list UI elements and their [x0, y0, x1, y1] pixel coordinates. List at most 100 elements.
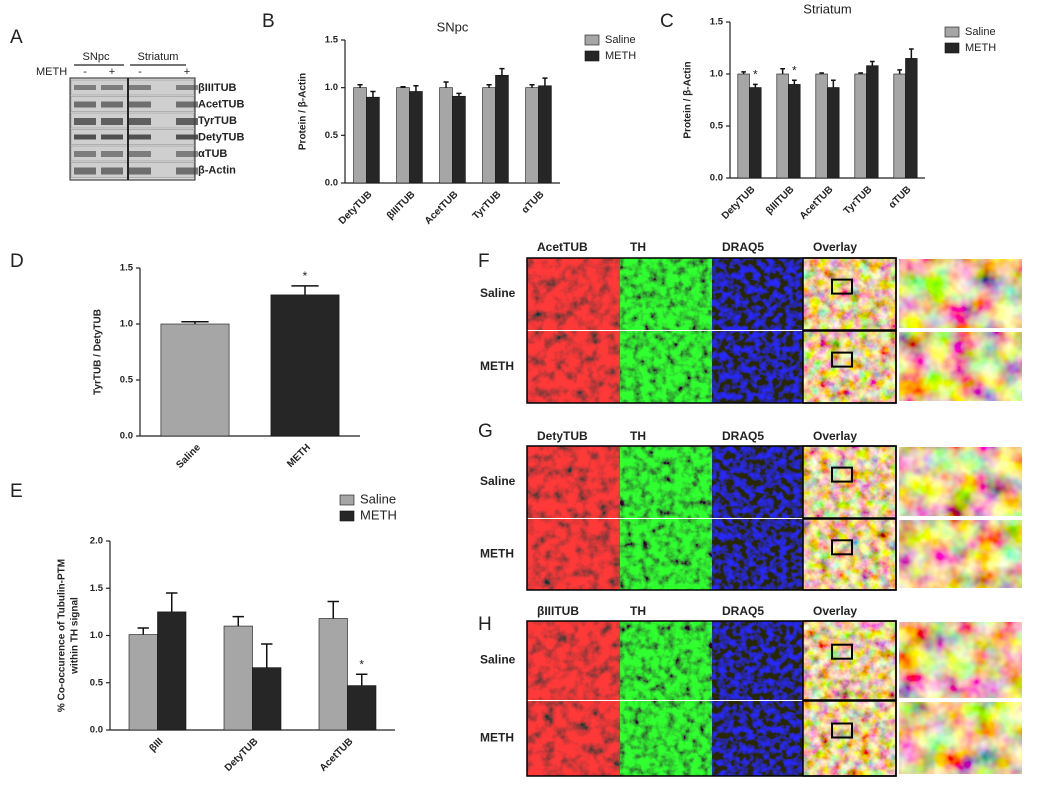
- bar: [160, 323, 230, 437]
- bar: [439, 87, 453, 184]
- bar: [749, 87, 762, 179]
- y-tick-label: 0.5: [90, 677, 104, 688]
- micrograph: [712, 258, 803, 330]
- panel-label: E: [10, 481, 23, 502]
- error-bar: [137, 627, 149, 635]
- error-bar: [400, 85, 406, 88]
- blot-group: SNpc: [83, 51, 110, 63]
- error-bar: [831, 79, 836, 88]
- band: [129, 85, 151, 90]
- panel-label: H: [478, 614, 492, 635]
- significance: *: [792, 63, 797, 77]
- legend-label: Saline: [360, 491, 396, 506]
- band: [74, 151, 96, 157]
- band-label: AcetTUB: [198, 98, 245, 110]
- blot-group: Striatum: [138, 51, 179, 63]
- y-tick-label: 2.0: [90, 536, 103, 547]
- column-header: Overlay: [813, 429, 857, 443]
- significance: *: [303, 269, 308, 283]
- bar: [815, 73, 828, 179]
- y-tick-label: 0.0: [710, 173, 723, 184]
- bar: [353, 87, 367, 184]
- micrograph: [527, 621, 620, 700]
- zoom-image: [898, 519, 1023, 589]
- bar: [347, 685, 377, 731]
- y-axis-label: TyrTUB / DetyTUB: [93, 309, 104, 395]
- micrograph: [620, 519, 712, 590]
- error-bar: [327, 600, 339, 619]
- error-bar: [741, 71, 746, 74]
- micrograph: [527, 258, 620, 330]
- band: [101, 101, 123, 108]
- band: [129, 151, 151, 157]
- micrograph: [712, 446, 803, 518]
- column-header: DetyTUB: [537, 429, 588, 443]
- sign: +: [109, 66, 115, 78]
- bar: [482, 87, 496, 184]
- y-tick-label: 0.5: [325, 130, 339, 141]
- legend-label: METH: [360, 507, 397, 522]
- error-bar: [870, 60, 875, 66]
- micrograph: [712, 701, 803, 776]
- bar: [128, 634, 158, 731]
- column-header: Overlay: [813, 240, 857, 254]
- legend-swatch: [339, 494, 355, 506]
- legend-swatch: [584, 34, 600, 46]
- roi-box: [831, 466, 853, 483]
- band: [129, 118, 151, 125]
- row-label: METH: [480, 359, 514, 373]
- bar: [827, 87, 840, 179]
- column-header: DRAQ5: [722, 604, 764, 618]
- y-tick-label: 1.0: [710, 69, 723, 80]
- row-label: Saline: [480, 286, 516, 300]
- micrograph: [527, 331, 620, 403]
- y-tick-label: 1.0: [90, 630, 103, 641]
- band: [74, 167, 96, 175]
- bar: [452, 95, 466, 184]
- error-bar: [780, 68, 785, 74]
- band-label: TyrTUB: [198, 115, 237, 127]
- error-bar: [897, 69, 902, 74]
- band: [101, 85, 123, 90]
- y-tick-label: 1.5: [90, 583, 104, 594]
- bar: [366, 96, 380, 184]
- bar: [318, 618, 348, 731]
- error-bar: [529, 84, 535, 88]
- band: [101, 118, 123, 125]
- legend-label: Saline: [965, 26, 996, 38]
- error-bar: [486, 84, 492, 88]
- column-header: DRAQ5: [722, 429, 764, 443]
- legend-swatch: [339, 510, 355, 522]
- micrograph: [620, 331, 712, 403]
- set-frame: [526, 257, 897, 404]
- panel-label: G: [478, 421, 493, 442]
- bar: [252, 667, 282, 731]
- sign: -: [138, 66, 142, 78]
- error-bar: [261, 643, 273, 668]
- legend-swatch: [944, 42, 960, 54]
- bar: [495, 74, 509, 184]
- zoom-image: [898, 701, 1023, 775]
- row-label: METH: [480, 547, 514, 561]
- band: [74, 118, 96, 125]
- y-tick-label: 0.0: [325, 178, 338, 189]
- band: [101, 167, 123, 175]
- panel-label: B: [262, 11, 275, 32]
- error-bar: [819, 72, 824, 74]
- x-tick-label: βIII: [147, 736, 165, 754]
- column-header: βIIITUB: [537, 604, 579, 618]
- error-bar: [753, 83, 758, 88]
- bar: [396, 87, 410, 184]
- y-axis-label: % Co-occurence of Tubulin-PTM: [57, 559, 68, 712]
- error-bar: [357, 84, 363, 88]
- error-bar: [232, 615, 244, 627]
- legend-swatch: [584, 50, 600, 62]
- panel-label: F: [478, 251, 490, 272]
- micrograph: [620, 621, 712, 700]
- band: [101, 151, 123, 157]
- column-header: TH: [630, 604, 646, 618]
- column-header: DRAQ5: [722, 240, 764, 254]
- chart-title: Striatum: [803, 1, 851, 16]
- band: [74, 101, 96, 108]
